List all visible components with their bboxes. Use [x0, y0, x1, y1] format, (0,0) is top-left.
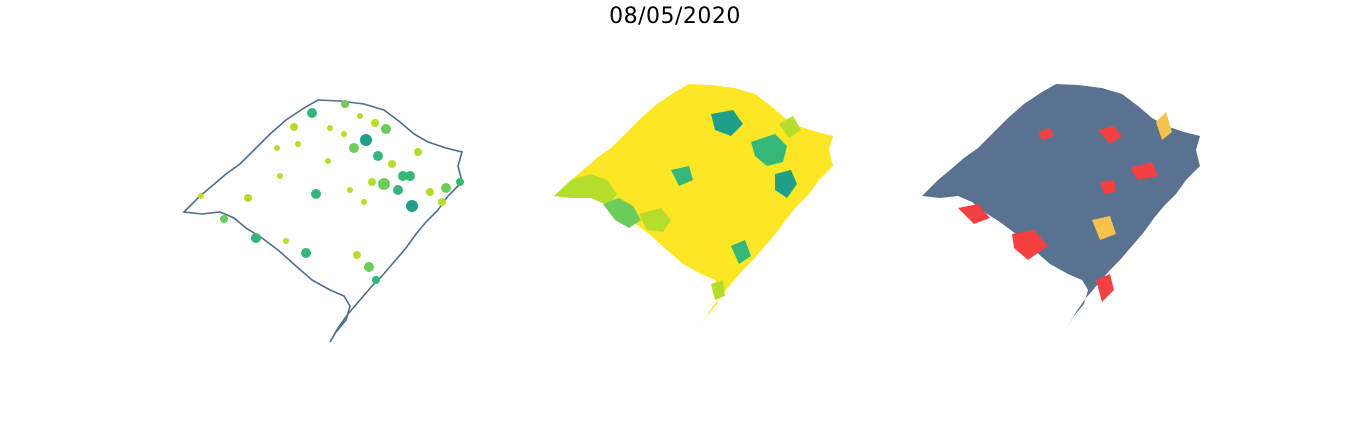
region-red-north — [1038, 128, 1054, 140]
panel-case-points — [183, 99, 464, 343]
case-circle — [360, 134, 372, 146]
case-circle — [353, 251, 361, 259]
case-circle — [341, 100, 349, 108]
case-circle — [251, 233, 261, 243]
case-circle — [347, 187, 353, 193]
region-red-east — [1130, 162, 1158, 180]
case-circle — [327, 125, 333, 131]
case-circle — [198, 193, 204, 199]
case-circle — [371, 119, 379, 127]
region-orange-north — [1156, 112, 1172, 140]
case-circle — [398, 171, 408, 181]
case-circle — [393, 185, 403, 195]
region-northeast — [751, 134, 787, 166]
case-circle — [406, 200, 418, 212]
case-circle — [274, 145, 280, 151]
case-circle — [405, 171, 415, 181]
case-circle — [368, 178, 376, 186]
case-circle — [361, 199, 367, 205]
case-circle — [349, 143, 359, 153]
case-circle — [364, 262, 374, 272]
region-ne-light — [779, 116, 801, 138]
case-circle — [456, 178, 464, 186]
case-circle — [372, 276, 380, 284]
case-circle — [381, 124, 391, 134]
case-circle — [220, 215, 228, 223]
case-circle — [307, 108, 317, 118]
region-red-southwest — [1012, 230, 1048, 260]
case-circle — [295, 141, 301, 147]
case-circle — [373, 151, 383, 161]
case-circle — [438, 198, 446, 206]
region-red-center — [1100, 180, 1116, 194]
case-circle — [290, 123, 298, 131]
panel-choropleth — [554, 84, 833, 326]
region-southwest — [603, 198, 641, 228]
case-circle — [378, 178, 390, 190]
region-west — [554, 174, 617, 206]
region-center-green — [671, 166, 693, 186]
region-far-south — [711, 280, 725, 300]
figure-title: 08/05/2020 — [609, 4, 741, 29]
panel-alert — [922, 84, 1200, 326]
case-circle — [414, 148, 422, 156]
case-circle — [311, 189, 321, 199]
case-circle — [244, 194, 252, 202]
case-circle — [357, 113, 363, 119]
region-red-west — [958, 204, 990, 224]
case-circle — [388, 160, 396, 168]
region-red-northcenter — [1098, 126, 1122, 144]
case-circle — [341, 131, 347, 137]
case-circle — [325, 158, 331, 164]
case-circles — [198, 100, 464, 284]
region-south-center — [639, 208, 671, 232]
region-east-teal — [775, 170, 797, 198]
case-circle — [301, 248, 311, 258]
case-circle — [441, 183, 451, 193]
case-circle — [426, 188, 434, 196]
case-circle — [283, 238, 289, 244]
region-orange-center — [1092, 216, 1116, 240]
region-red-south — [1096, 274, 1114, 302]
region-southeast — [731, 240, 751, 264]
region-north-teal — [711, 110, 743, 136]
case-circle — [277, 173, 283, 179]
